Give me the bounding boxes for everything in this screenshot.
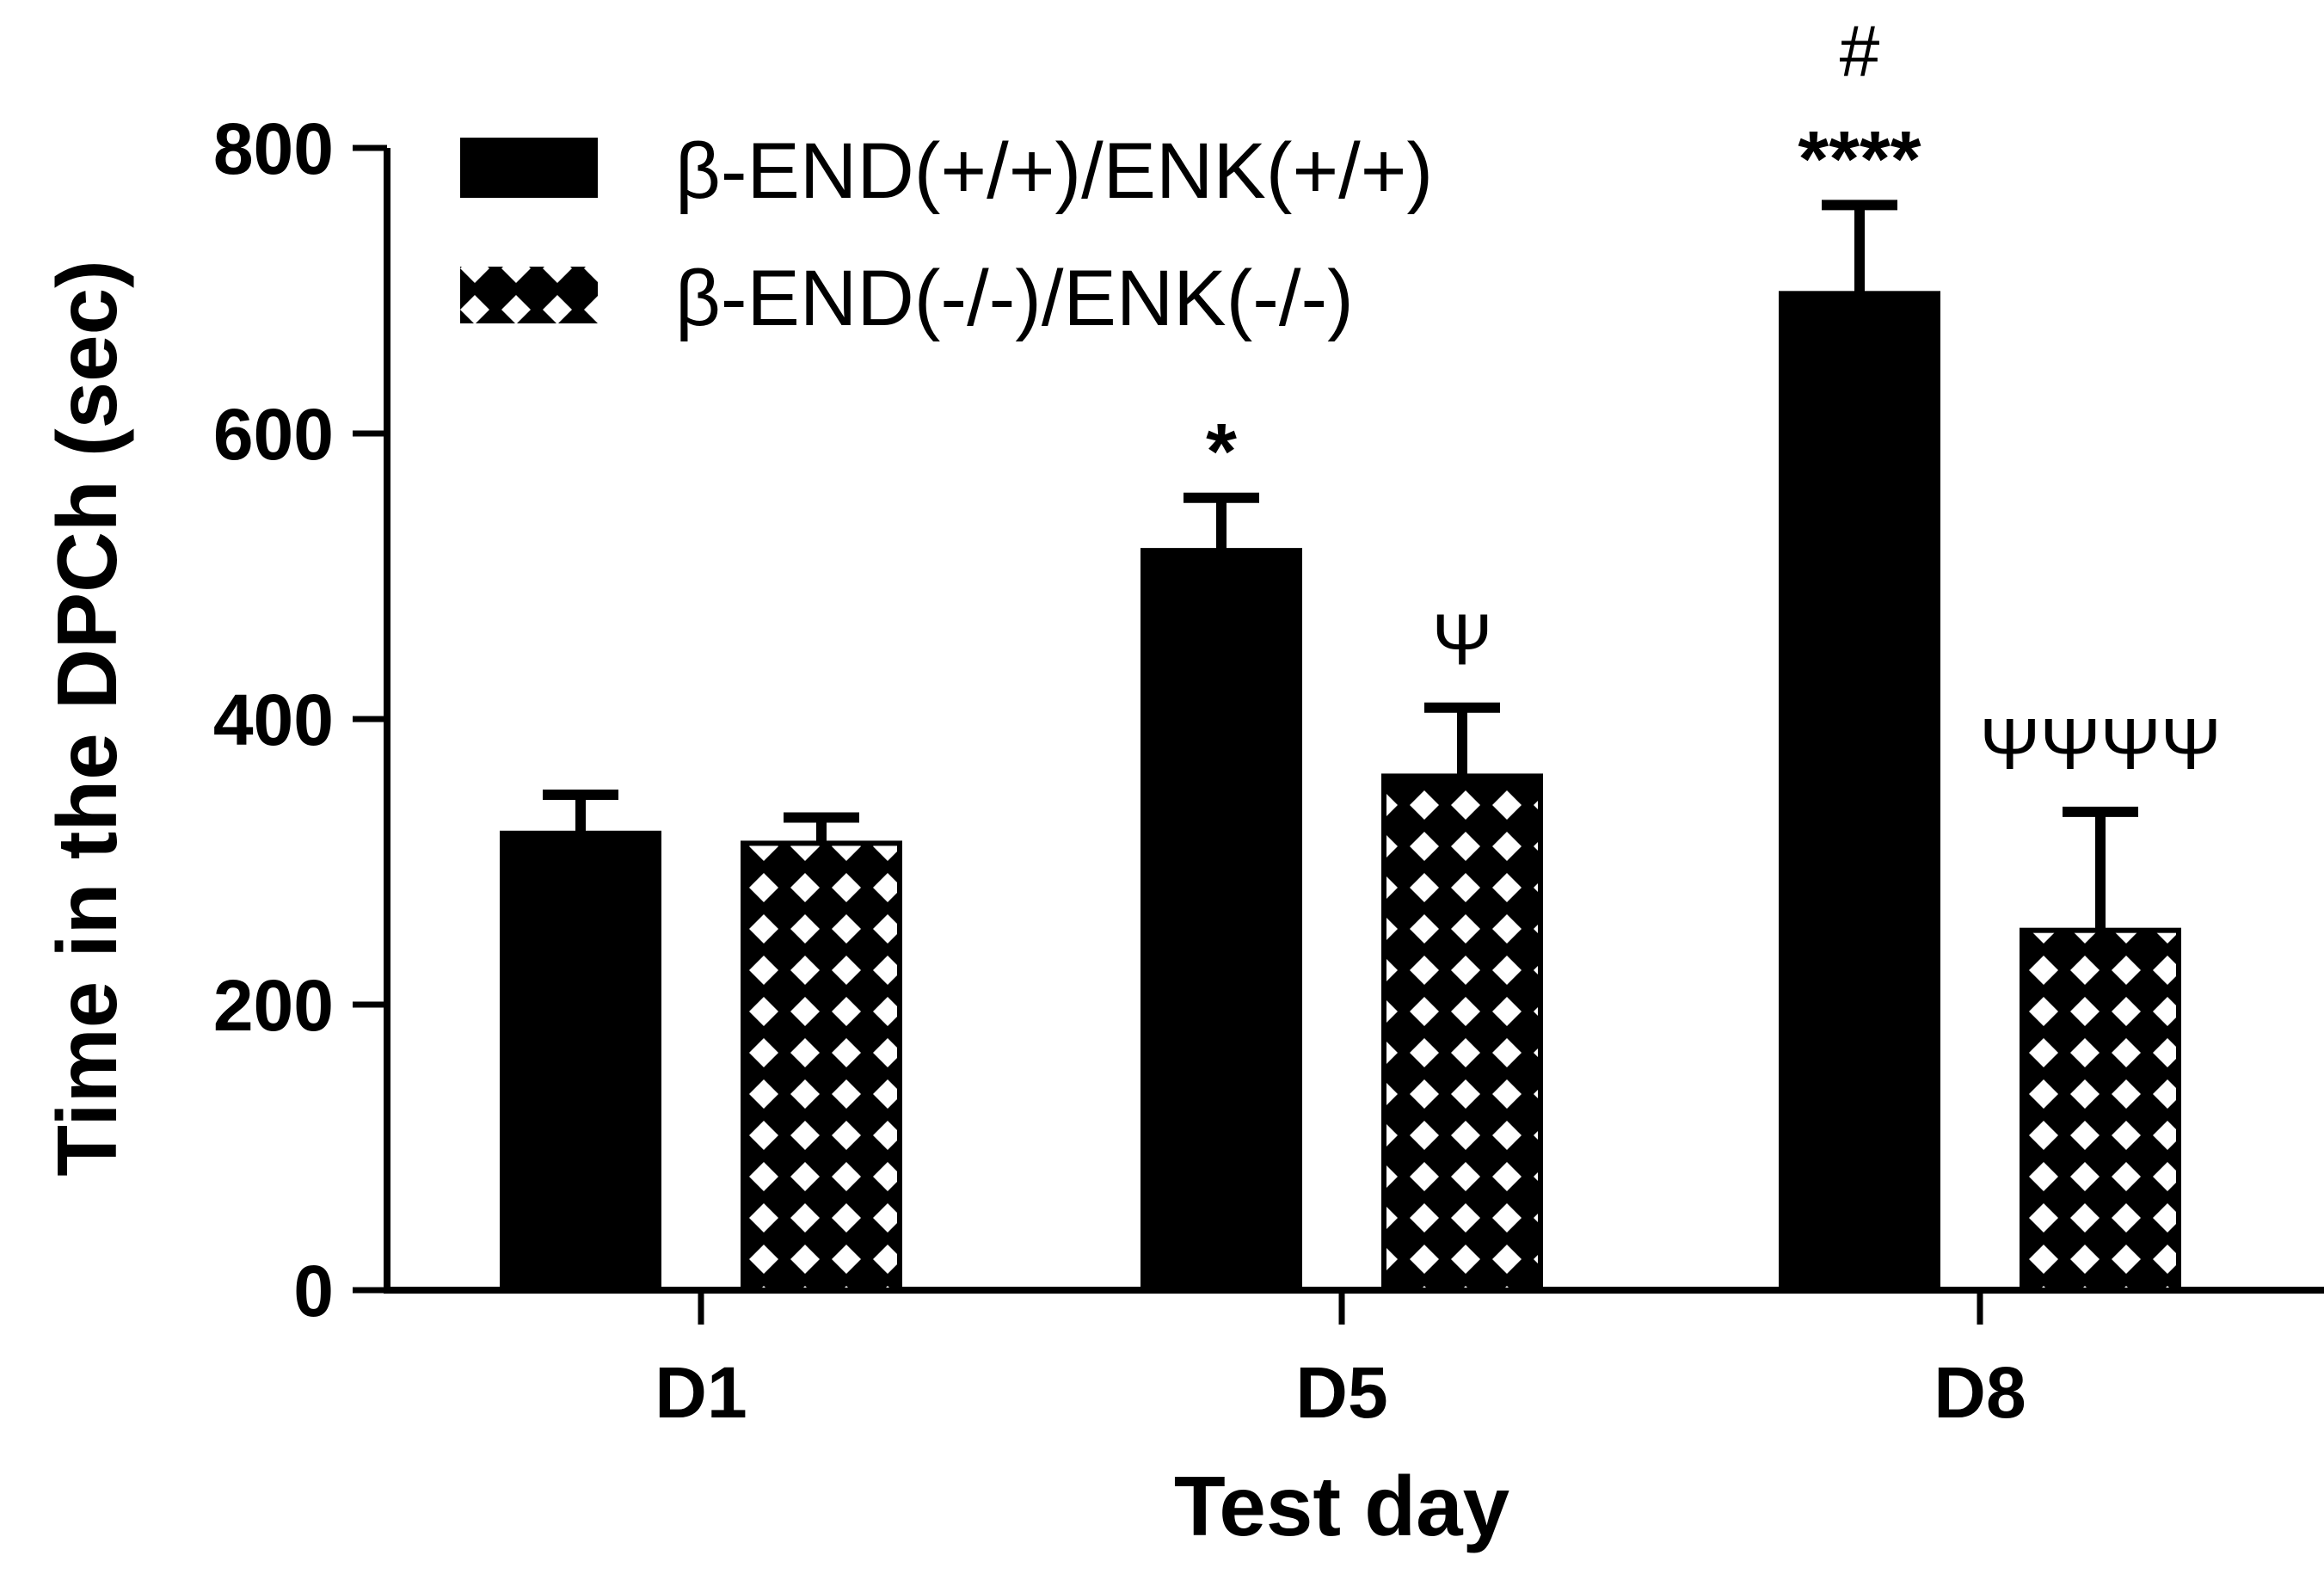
x-ticks: D1 D5 D8	[655, 1290, 2026, 1433]
y-tick-label: 200	[213, 965, 334, 1046]
bar-knockout-d1	[741, 840, 902, 1293]
significance-label: ΨΨΨΨ	[1980, 704, 2222, 784]
y-axis-title: Time in the DPCh (sec)	[40, 260, 134, 1177]
significance-label: Ψ	[1432, 599, 1492, 680]
y-tick-label: 0	[293, 1251, 334, 1331]
x-tick-label: D8	[1934, 1352, 2026, 1433]
legend-swatch-solid	[460, 138, 598, 198]
legend-label-knockout: β-END(-/-)/ENK(-/-)	[675, 255, 1354, 342]
error-bars	[543, 200, 2138, 931]
y-tick-label: 400	[213, 679, 334, 760]
y-tick-label: 800	[213, 108, 334, 189]
bar-knockout-d8	[2020, 927, 2181, 1294]
significance-label: ****	[1798, 115, 1921, 203]
x-axis-title: Test day	[1174, 1459, 1509, 1553]
x-tick-label: D1	[655, 1352, 747, 1433]
bar-wildtype-d8	[1779, 291, 1940, 1294]
y-ticks: 0 200 400 600 800	[213, 108, 387, 1331]
bars	[500, 291, 2181, 1294]
legend-swatch-crosshatch	[460, 267, 598, 323]
legend-item-wildtype: β-END(+/+)/ENK(+/+)	[460, 127, 1433, 215]
legend: β-END(+/+)/ENK(+/+) β-END(-/-)/ENK(-/-)	[460, 127, 1433, 342]
x-tick-label: D5	[1295, 1352, 1387, 1433]
y-tick-label: 600	[213, 394, 334, 475]
significance-label-top: #	[1840, 10, 1880, 91]
bar-wildtype-d5	[1140, 548, 1302, 1293]
bar-wildtype-d1	[500, 830, 661, 1293]
significance-label: *	[1206, 409, 1237, 496]
bar-knockout-d5	[1381, 773, 1543, 1293]
legend-label-wildtype: β-END(+/+)/ENK(+/+)	[675, 127, 1433, 215]
legend-item-knockout: β-END(-/-)/ENK(-/-)	[460, 255, 1354, 342]
